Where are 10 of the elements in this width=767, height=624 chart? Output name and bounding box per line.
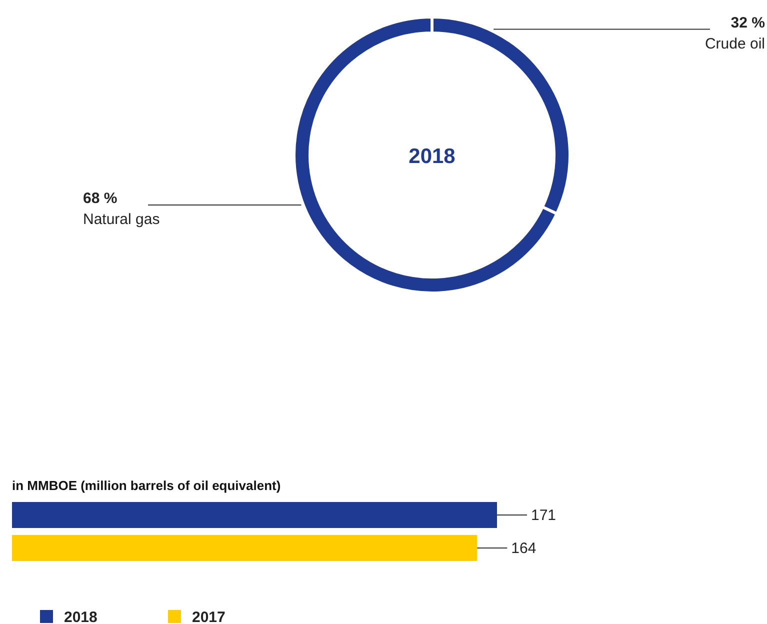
legend-label: 2017 [192, 609, 226, 624]
chart-title: in MMBOE (million barrels of oil equivalent) [12, 478, 281, 493]
data-label: 32 % [730, 14, 765, 32]
slice-label: Natural gas [83, 211, 160, 228]
data-label: 171 [531, 507, 556, 524]
slice-label: Crude oil [704, 35, 765, 52]
text: 2018 [408, 145, 456, 168]
legend-label: 2018 [64, 609, 98, 624]
data-label: 68 % [83, 190, 118, 208]
data-label: 164 [511, 540, 536, 557]
